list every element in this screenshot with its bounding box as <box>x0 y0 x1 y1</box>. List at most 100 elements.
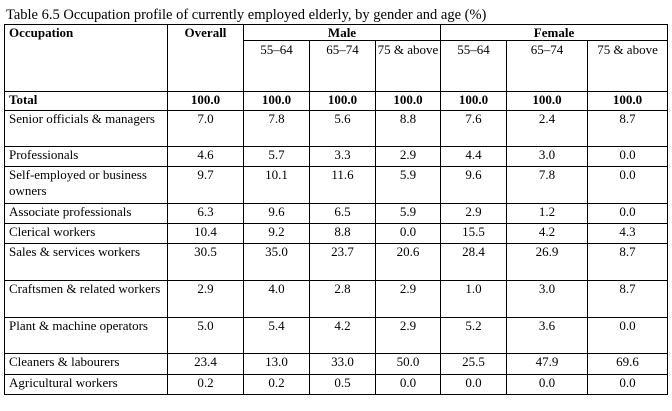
table-cell: 10.1 <box>243 166 310 204</box>
table-cell: 0.5 <box>309 374 376 395</box>
table-cell: 100.0 <box>506 91 588 111</box>
occupation-table: Occupation Overall Male Female 55–64 65–… <box>4 24 669 395</box>
table-cell: 2.4 <box>506 110 588 147</box>
table-cell: 100.0 <box>440 91 507 111</box>
occupation-label: Clerical workers <box>4 223 168 244</box>
table-cell: 69.6 <box>586 353 669 375</box>
table-cell: 0.0 <box>586 374 669 395</box>
table-row: Senior officials & managers 7.0 7.8 5.6 8.8 7… <box>4 110 669 147</box>
table-cell: 5.0 <box>167 317 244 354</box>
table-cell: 13.0 <box>243 353 310 375</box>
table-cell: 0.0 <box>586 203 669 224</box>
table-cell: 2.9 <box>440 203 507 224</box>
table-cell: 100.0 <box>167 91 244 111</box>
table-cell: 9.6 <box>243 203 310 224</box>
header-row-ages: 55–64 65–74 75 & above 55–64 65–74 75 & … <box>5 40 669 92</box>
table-row: Self-employed or business owners 9.7 10.1 1… <box>4 166 669 204</box>
table-cell: 5.9 <box>375 203 441 224</box>
table-cell: 6.3 <box>167 203 244 224</box>
table-cell: 11.6 <box>309 166 376 204</box>
occupation-label: Professionals <box>4 146 168 167</box>
table-cell: 100.0 <box>243 91 310 111</box>
table-cell: 23.4 <box>167 353 244 375</box>
table-cell: 9.2 <box>243 223 310 244</box>
table-cell: 5.9 <box>375 166 441 204</box>
table-cell: 2.8 <box>309 280 376 318</box>
table-cell: 30.5 <box>167 243 244 281</box>
table-cell: 0.0 <box>375 223 441 244</box>
table-cell: 7.0 <box>167 110 244 147</box>
table-cell: 6.5 <box>309 203 376 224</box>
table-cell: 5.7 <box>243 146 310 167</box>
table-cell: 100.0 <box>309 91 376 111</box>
table-cell: 7.6 <box>440 110 507 147</box>
header-occupation: Occupation <box>4 24 168 92</box>
table-cell: 26.9 <box>506 243 588 281</box>
occupation-label: Associate professionals <box>4 203 168 224</box>
occupation-label: Agricultural workers <box>4 374 168 395</box>
table-cell: 1.0 <box>440 280 507 318</box>
table-cell: 4.4 <box>440 146 507 167</box>
table-row: Agricultural workers 0.2 0.2 0.5 0.0 0.0 0.0 0.… <box>4 374 669 395</box>
header-female-age: 55–64 <box>440 40 507 92</box>
header-row-groups: Occupation Overall Male Female <box>4 24 669 92</box>
header-male-age: 75 & above <box>375 40 441 92</box>
table-cell: 8.8 <box>375 110 441 147</box>
table-row: Craftsmen & related workers 2.9 4.0 2.8 2.9 1… <box>4 280 669 318</box>
header-male-age: 65–74 <box>309 40 376 92</box>
table-cell: 8.7 <box>586 110 669 147</box>
table-cell: 2.9 <box>375 146 441 167</box>
table-cell: 2.9 <box>167 280 244 318</box>
document: Table 6.5 Occupation profile of currentl… <box>4 7 669 395</box>
table-row: Cleaners & labourers 23.4 13.0 33.0 50.0 25.5… <box>4 353 669 375</box>
table-cell: 25.5 <box>440 353 507 375</box>
table-cell: 3.6 <box>506 317 588 354</box>
table-cell: 47.9 <box>506 353 588 375</box>
table-cell: 4.3 <box>586 223 669 244</box>
table-cell: 0.2 <box>243 374 310 395</box>
table-row-total: Total 100.0 100.0 100.0 100.0 100.0 100.0 100.0 <box>4 91 669 111</box>
table-cell: 0.0 <box>506 374 588 395</box>
table-cell: 8.7 <box>586 280 669 318</box>
table-cell: 20.6 <box>375 243 441 281</box>
occupation-label: Self-employed or business owners <box>4 166 168 204</box>
table-cell: 0.0 <box>440 374 507 395</box>
occupation-label: Total <box>4 91 168 111</box>
header-female-age: 75 & above <box>586 40 669 92</box>
table-cell: 4.0 <box>243 280 310 318</box>
table-cell: 0.0 <box>586 166 669 204</box>
table-cell: 4.2 <box>506 223 588 244</box>
table-cell: 9.7 <box>167 166 244 204</box>
table-cell: 10.4 <box>167 223 244 244</box>
table-cell: 8.7 <box>586 243 669 281</box>
header-female: Female <box>439 24 669 41</box>
table-cell: 5.4 <box>243 317 310 354</box>
occupation-label: Plant & machine operators <box>4 317 168 354</box>
table-cell: 28.4 <box>440 243 507 281</box>
header-overall: Overall <box>167 24 244 92</box>
header-male-age: 55–64 <box>243 40 310 92</box>
table-cell: 35.0 <box>243 243 310 281</box>
table-cell: 15.5 <box>440 223 507 244</box>
table-header: Occupation Overall Male Female 55–64 65–… <box>4 24 669 92</box>
table-cell: 100.0 <box>586 91 669 111</box>
table-cell: 9.6 <box>440 166 507 204</box>
occupation-label: Craftsmen & related workers <box>4 280 168 318</box>
occupation-label: Cleaners & labourers <box>4 353 168 375</box>
table-row: Associate professionals 6.3 9.6 6.5 5.9 2.9 1.… <box>4 203 669 224</box>
table-cell: 0.0 <box>586 146 669 167</box>
occupation-label: Sales & services workers <box>4 243 168 281</box>
table-cell: 50.0 <box>375 353 441 375</box>
header-female-age: 65–74 <box>506 40 588 92</box>
table-cell: 7.8 <box>243 110 310 147</box>
table-cell: 0.0 <box>375 374 441 395</box>
table-cell: 33.0 <box>309 353 376 375</box>
table-cell: 2.9 <box>375 317 441 354</box>
table-cell: 4.2 <box>309 317 376 354</box>
occupation-label: Senior officials & managers <box>4 110 168 147</box>
table-cell: 5.6 <box>309 110 376 147</box>
table-cell: 1.2 <box>506 203 588 224</box>
table-row: Professionals 4.6 5.7 3.3 2.9 4.4 3.0 0.0 <box>4 146 669 167</box>
table-row: Plant & machine operators 5.0 5.4 4.2 2.9 5.2… <box>4 317 669 354</box>
table-caption: Table 6.5 Occupation profile of currentl… <box>6 7 487 23</box>
